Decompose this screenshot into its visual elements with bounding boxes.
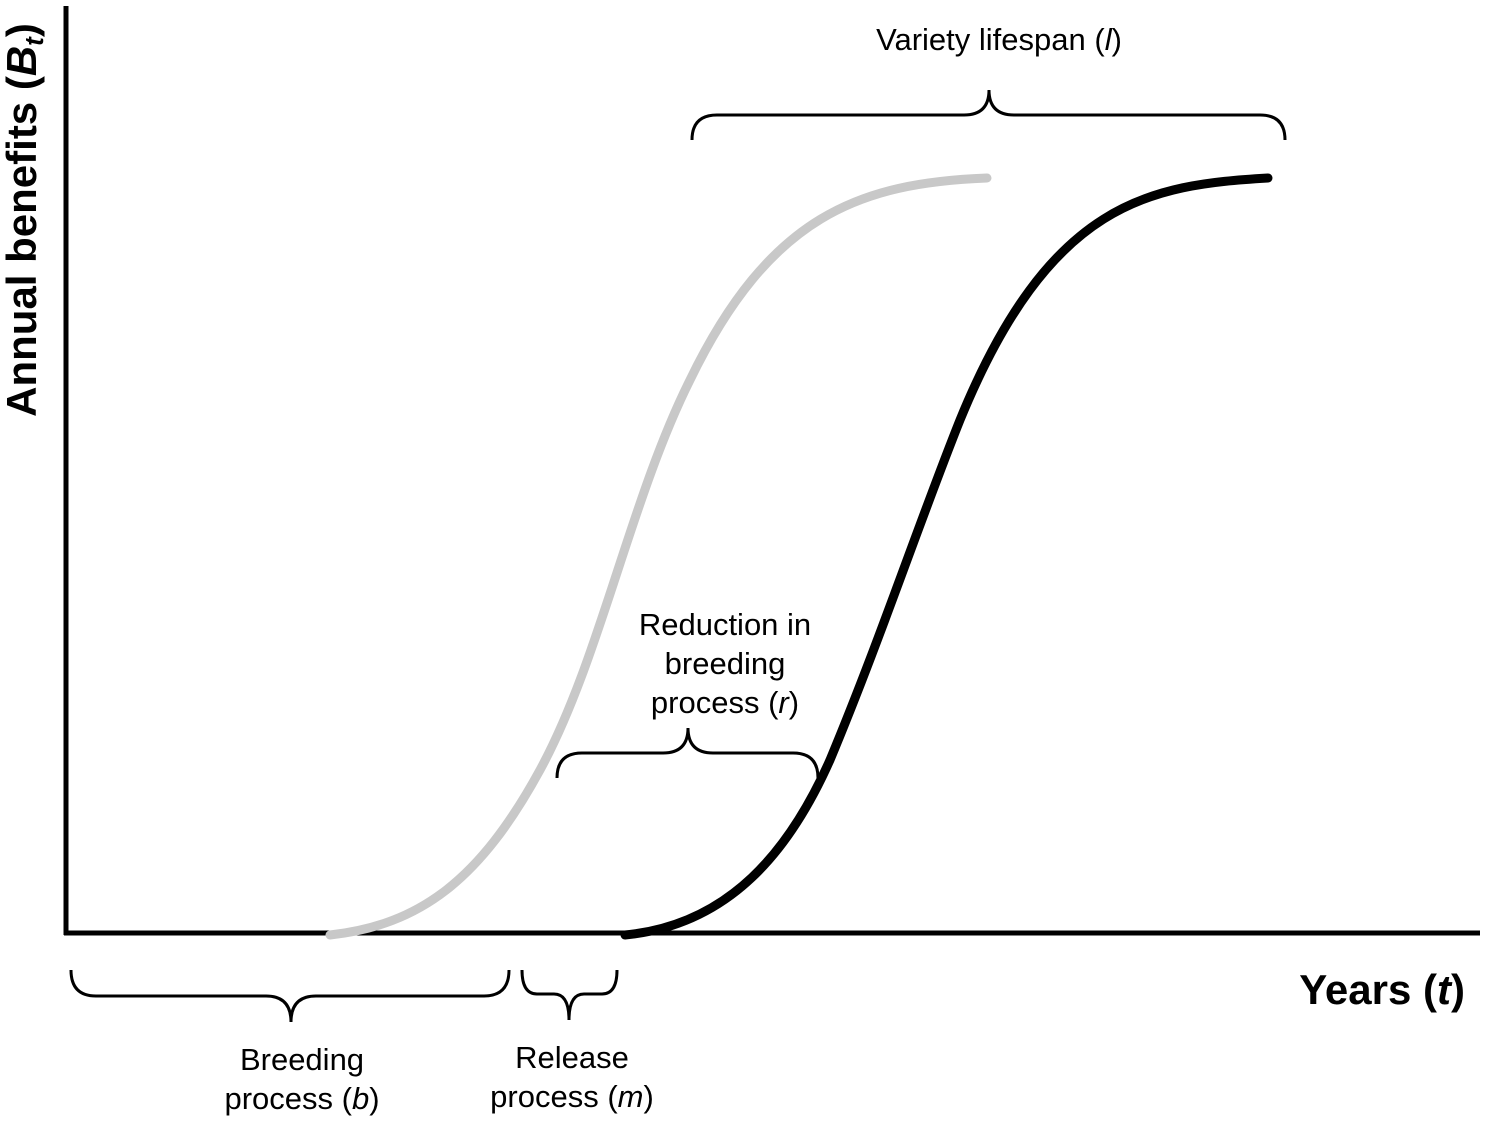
breeding-label-line-2: process (b) [224,1081,380,1116]
reduction-label-line-3: process (r) [650,685,800,720]
baseline-benefit-curve [325,173,992,940]
reduction-brace [555,727,820,779]
breeding-label: Breeding process (b) [224,1040,379,1118]
x-axis-title: Years (t) [1299,966,1465,1013]
release-label: Release process (m) [490,1038,654,1116]
release-label-line-2: process (m) [490,1079,654,1114]
lifespan-brace [690,89,1287,141]
breeding-brace [69,969,511,1023]
release-label-line-1: Release [515,1040,629,1075]
reduction-label: Reduction in breeding process (r) [639,605,811,722]
reduction-label-line-2: breeding [664,646,786,681]
y-axis-title: Annual benefits (Bt) [0,23,50,417]
reduction-label-line-1: Reduction in [638,607,812,642]
improved-benefit-curve [620,173,1273,940]
breeding-label-line-1: Breeding [239,1042,365,1077]
release-brace [520,969,619,1021]
lifespan-label: Variety lifespan (l) [876,22,1122,57]
